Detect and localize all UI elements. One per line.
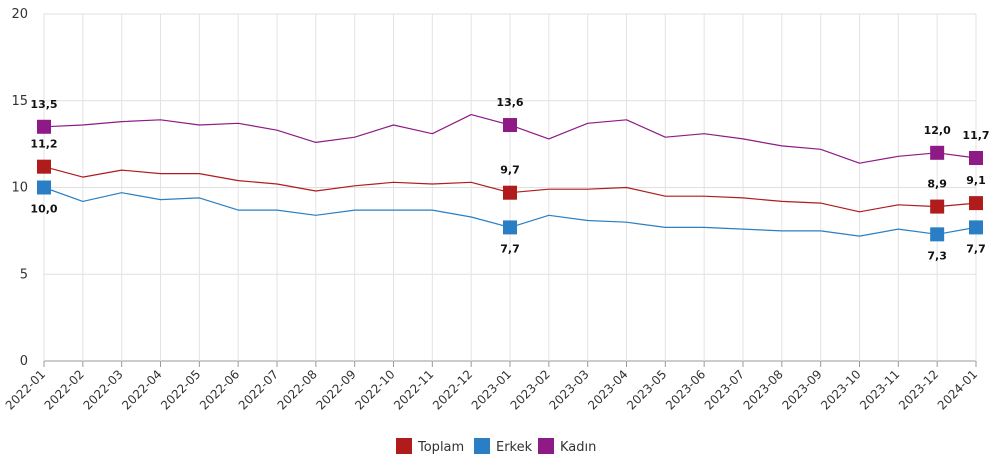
data-label: 11,2 [30, 138, 57, 151]
legend-label: Toplam [417, 440, 464, 455]
x-tick-label: 2023-08 [741, 367, 786, 412]
data-label: 7,7 [966, 242, 986, 255]
data-point-marker[interactable] [969, 196, 983, 211]
x-tick-label: 2022-11 [391, 367, 436, 412]
data-label-layer: 11,2 9,7 8,9 9,1 10,0 7,7 7,3 7,7 13,5 13,6 12,0 11… [30, 96, 989, 262]
data-point-marker[interactable] [930, 199, 945, 214]
legend-swatch [396, 438, 412, 454]
data-label: 7,7 [500, 242, 520, 255]
x-tick-label: 2022-04 [119, 367, 164, 412]
legend-item-kadın[interactable]: Kadın [538, 438, 596, 455]
x-tick-label: 2022-03 [80, 367, 125, 412]
x-tick-label: 2022-07 [236, 367, 281, 412]
x-tick-label: 2023-03 [546, 367, 591, 412]
x-tick-label: 2022-06 [197, 367, 242, 412]
x-tick-label: 2023-04 [585, 367, 630, 412]
legend-swatch [538, 438, 554, 454]
x-tick-label: 2022-02 [42, 367, 87, 412]
data-label: 7,3 [927, 249, 947, 262]
x-tick-label: 2023-12 [896, 367, 941, 412]
x-tick-label: 2022-12 [430, 367, 475, 412]
data-label: 9,1 [966, 174, 986, 187]
data-point-marker[interactable] [37, 159, 51, 174]
legend-label: Erkek [496, 440, 533, 455]
data-point-marker[interactable] [503, 185, 517, 200]
data-point-marker[interactable] [37, 119, 51, 134]
x-tick-label: 2022-05 [158, 367, 203, 412]
data-label: 11,7 [962, 129, 989, 142]
y-tick-label: 20 [11, 7, 28, 22]
x-tick-label: 2022-10 [352, 367, 397, 412]
x-tick-label: 2023-10 [818, 367, 863, 412]
x-tick-label: 2023-06 [663, 367, 708, 412]
x-tick-label: 2022-01 [3, 367, 48, 412]
series-layer [37, 113, 983, 242]
data-label: 10,0 [30, 203, 57, 216]
data-point-marker[interactable] [37, 180, 51, 195]
data-label: 8,9 [927, 178, 947, 191]
data-point-marker[interactable] [969, 220, 983, 235]
x-tick-label: 2022-09 [313, 367, 358, 412]
y-tick-label: 0 [20, 354, 28, 369]
legend-label: Kadın [560, 440, 596, 455]
x-tick-label: 2023-02 [508, 367, 553, 412]
x-tick-label: 2023-01 [469, 367, 514, 412]
legend-item-erkek[interactable]: Erkek [474, 438, 533, 455]
x-tick-label: 2023-09 [779, 367, 824, 412]
data-label: 13,6 [496, 96, 523, 109]
data-point-marker[interactable] [969, 151, 983, 166]
x-tick-label: 2023-05 [624, 367, 669, 412]
data-point-marker[interactable] [930, 145, 945, 160]
x-tick-label: 2024-01 [935, 367, 980, 412]
y-tick-label: 15 [11, 94, 28, 109]
data-point-marker[interactable] [930, 227, 945, 242]
legend-swatch [474, 438, 490, 454]
data-label: 12,0 [924, 124, 951, 137]
data-point-marker[interactable] [503, 118, 517, 133]
data-point-marker[interactable] [503, 220, 517, 235]
legend-item-toplam[interactable]: Toplam [396, 438, 464, 455]
legend[interactable]: Toplam Erkek Kadın [396, 438, 596, 455]
axis-layer: 051015202022-012022-022022-032022-042022… [3, 7, 980, 413]
data-label: 13,5 [30, 98, 57, 111]
x-tick-label: 2022-08 [275, 367, 320, 412]
data-label: 9,7 [500, 164, 520, 177]
x-tick-label: 2023-11 [857, 367, 902, 412]
x-tick-label: 2023-07 [702, 367, 747, 412]
y-tick-label: 5 [20, 267, 28, 282]
y-tick-label: 10 [11, 181, 28, 196]
